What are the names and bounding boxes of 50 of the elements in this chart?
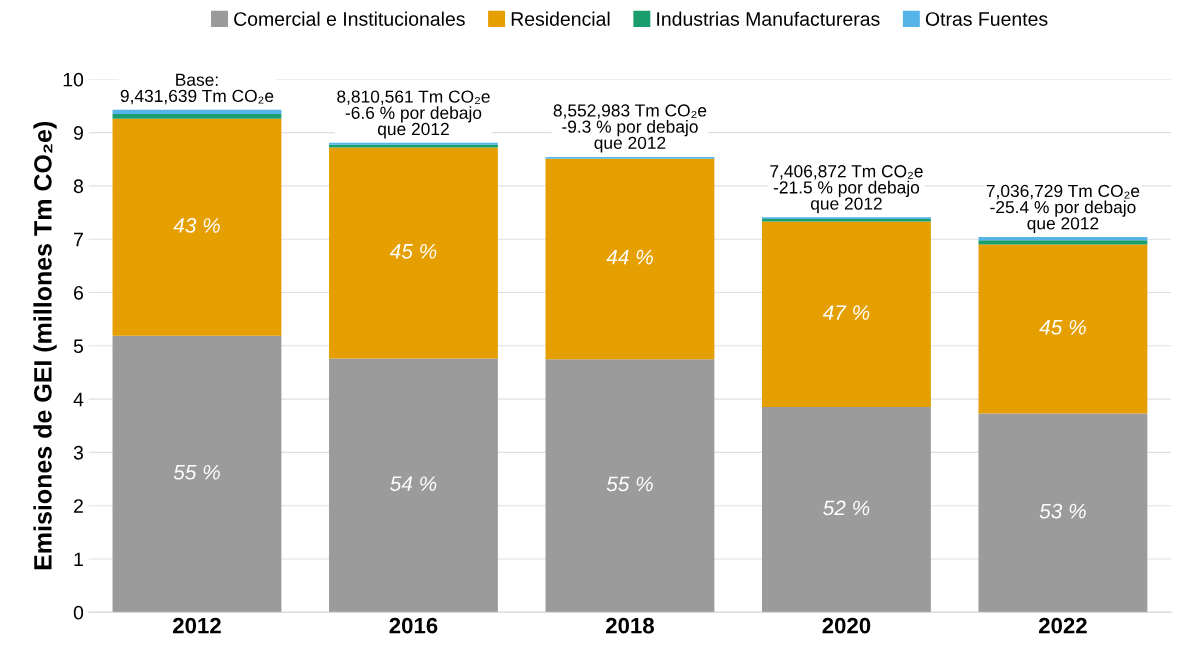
y-tick-label: 8 [73,179,84,194]
annotation: Base: 9,431,639 Tm CO₂e [120,73,274,105]
annotation: 45 % [1039,319,1086,335]
y-tick-label: 5 [73,339,84,354]
x-tick-label: 2016 [389,617,438,634]
annotation: 8,810,561 Tm CO₂e -6.6 % por debajo que 2012 [337,90,490,139]
x-tick-label: 2018 [606,617,654,634]
annotation: 52 % [823,500,870,516]
bar [112,113,282,119]
bar [112,109,282,114]
y-tick-label: 0 [73,605,84,620]
annotation: 7,036,729 Tm CO₂e -25.4 % por debajo que 2012 [986,184,1140,233]
legend-label: Otras Fuentes [925,12,1048,26]
y-tick-label: 10 [63,72,84,87]
bar [978,413,1148,613]
y-tick-label: 4 [73,392,84,407]
annotation: 44 % [606,249,653,265]
y-tick-label: 7 [74,232,83,247]
annotation: 54 % [390,476,437,492]
bar [978,240,1148,245]
x-tick-label: 2020 [822,617,871,634]
y-tick-label: 2 [74,499,83,513]
bar [112,335,282,613]
annotation: 7,406,872 Tm CO₂e -21.5 % por debajo que 2012 [770,165,923,214]
legend-label: Comercial e Institucionales [234,11,465,26]
bar [329,358,498,613]
y-tick-label: 1 [74,552,83,567]
bar [545,158,715,360]
legend-label: Residencial [511,11,610,26]
y-tick-label: 3 [73,445,84,460]
bar [978,237,1148,241]
annotation: 8,552,983 Tm CO₂e -9.3 % por debajo que 2012 [553,104,707,153]
annotation: 55 % [606,476,653,492]
y-axis-title: Emisiones de GEI (millones Tm CO₂e) [33,121,57,570]
y-tick-label: 9 [73,126,83,140]
annotation: 43 % [173,218,220,233]
legend-label: Industrias Manufactureras [657,11,880,26]
bar [112,118,282,336]
bar [762,407,931,613]
annotation: 47 % [822,305,870,320]
annotation: 53 % [1039,503,1086,519]
bar [762,221,931,408]
x-tick-label: 2012 [173,617,221,634]
bar [329,147,498,359]
y-tick-label: 6 [74,285,84,300]
annotation: 55 % [173,464,220,480]
bar [545,359,715,613]
annotation: 45 % [389,243,437,259]
x-tick-label: 2022 [1038,617,1087,634]
bar [978,244,1148,414]
